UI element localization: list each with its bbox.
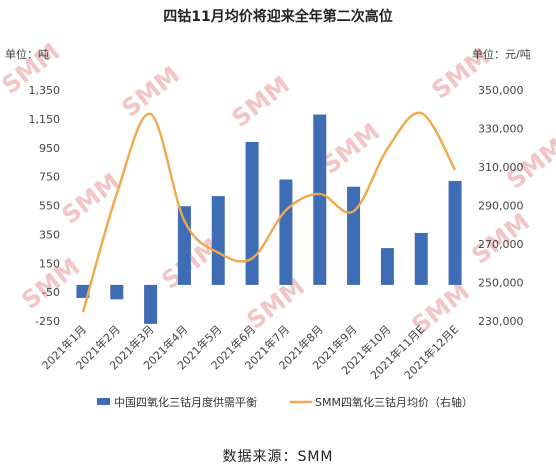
bar <box>279 179 293 285</box>
bar <box>448 180 462 285</box>
left-tick-label: -50 <box>42 286 60 299</box>
left-tick-label: -250 <box>35 315 60 328</box>
right-axis-unit-label: 单位：元/吨 <box>472 47 531 61</box>
legend-bar-swatch <box>97 398 110 405</box>
left-axis: -250 -50 150 350 550 750 950 1,150 1,350 <box>29 84 61 328</box>
right-tick-label: 270,000 <box>478 238 524 251</box>
legend-bar-label: 中国四氧化三钴月度供需平衡 <box>114 395 257 409</box>
left-tick-label: 950 <box>39 142 60 155</box>
chart-title: 四钴11月均价将迎来全年第二次高位 <box>163 9 393 25</box>
left-tick-label: 1,150 <box>29 113 61 126</box>
bar <box>380 248 394 285</box>
watermark-logo: SMM <box>226 71 295 133</box>
bar <box>76 284 90 298</box>
bar <box>347 186 361 285</box>
bar <box>313 114 327 285</box>
right-tick-label: 330,000 <box>478 123 524 136</box>
left-axis-unit-label: 单位：吨 <box>5 47 49 61</box>
right-axis: 230,000 250,000 270,000 290,000 310,000 330,0… <box>478 84 524 328</box>
price-line <box>81 111 457 313</box>
right-tick-label: 350,000 <box>478 84 524 97</box>
bar <box>110 284 124 300</box>
source-caption: 数据来源：SMM <box>222 449 334 465</box>
left-tick-label: 350 <box>39 228 60 241</box>
right-tick-label: 310,000 <box>478 161 524 174</box>
x-axis: 2021年1月2021年2月2021年3月2021年4月2021年5月2021年… <box>39 322 461 382</box>
watermark-logo: SMM <box>316 118 385 180</box>
left-tick-label: 550 <box>39 200 60 213</box>
legend-line-label: SMM四氧化三钴月均价（右轴） <box>315 395 473 409</box>
left-tick-label: 150 <box>39 257 60 270</box>
bar <box>144 284 158 324</box>
legend: 中国四氧化三钴月度供需平衡 SMM四氧化三钴月均价（右轴） <box>97 395 473 409</box>
right-tick-label: 230,000 <box>478 315 524 328</box>
right-tick-label: 250,000 <box>478 277 524 290</box>
bar-series <box>76 114 462 324</box>
bar <box>245 141 259 285</box>
right-tick-label: 290,000 <box>478 200 524 213</box>
left-tick-label: 1,350 <box>29 84 61 97</box>
bar <box>414 232 428 285</box>
bar <box>211 196 225 285</box>
left-tick-label: 750 <box>39 171 60 184</box>
